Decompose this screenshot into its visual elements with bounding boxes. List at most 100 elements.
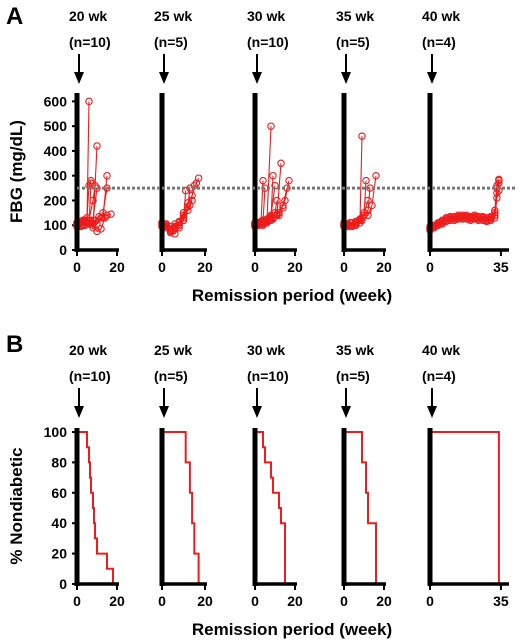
x-tick-label: 20	[109, 259, 125, 275]
subplot-1: 20 wk (n=10) 0 20	[69, 342, 125, 609]
data-point	[446, 212, 455, 221]
data-point	[192, 179, 201, 187]
survival-step-line	[162, 431, 200, 584]
group-n-label: (n=4)	[422, 368, 456, 384]
data-point	[458, 215, 467, 223]
series-line	[161, 185, 195, 235]
data-point	[362, 176, 370, 185]
data-point	[85, 97, 93, 106]
subplot-2: 25 wk (n=5) 0 20	[154, 8, 213, 275]
data-point	[442, 217, 450, 226]
data-point	[281, 196, 289, 205]
data-point	[478, 212, 487, 221]
data-point	[269, 171, 277, 180]
data-point	[166, 225, 175, 233]
data-point	[462, 211, 471, 220]
data-point	[99, 214, 107, 222]
data-point	[346, 221, 354, 229]
group-label: 30 wk	[247, 342, 285, 358]
survival-step-line	[430, 431, 507, 585]
y-axis-title: % Nondiabetic	[7, 447, 26, 564]
survival-step-line	[255, 431, 286, 584]
data-point	[103, 211, 111, 220]
data-point	[179, 209, 188, 217]
data-point	[194, 174, 203, 182]
x-tick-label: 0	[426, 259, 434, 275]
panel-letter: A	[6, 3, 23, 30]
data-point	[267, 122, 275, 130]
group-label: 20 wk	[69, 342, 107, 358]
group-label: 35 wk	[336, 8, 374, 24]
x-tick-label: 20	[197, 259, 213, 275]
data-point	[368, 201, 376, 210]
x-tick-label: 0	[73, 593, 81, 609]
group-n-label: (n=4)	[422, 34, 456, 50]
x-axis-title: Remission period (week)	[192, 620, 392, 639]
data-point	[171, 222, 179, 231]
data-point	[277, 159, 285, 168]
data-point	[279, 201, 287, 210]
group-label: 25 wk	[154, 8, 192, 24]
x-tick-label: 35	[493, 259, 509, 275]
subplot-2: 25 wk (n=5) 0 20	[154, 342, 213, 609]
y-tick-label: 500	[44, 118, 68, 134]
x-tick-label: 20	[197, 593, 213, 609]
data-point	[269, 215, 277, 223]
subplot-5: 40 wk (n=4) 0 35	[422, 8, 509, 275]
group-n-label: (n=5)	[336, 368, 370, 384]
group-n-label: (n=10)	[247, 368, 289, 384]
y-tick-label: 400	[44, 143, 68, 159]
data-point	[259, 220, 267, 228]
y-tick-label: 20	[51, 546, 67, 562]
y-tick-label: 60	[51, 485, 67, 501]
x-tick-label: 20	[287, 259, 303, 275]
data-point	[87, 179, 95, 187]
group-label: 35 wk	[336, 342, 374, 358]
group-n-label: (n=5)	[154, 34, 188, 50]
data-point	[103, 171, 111, 180]
subplot-3: 30 wk (n=10) 0 20	[247, 342, 303, 609]
x-tick-label: 20	[287, 593, 303, 609]
data-point	[466, 215, 475, 223]
data-point	[474, 212, 483, 221]
data-point	[364, 196, 372, 205]
group-n-label: (n=10)	[247, 34, 289, 50]
data-point	[93, 227, 101, 236]
x-tick-label: 0	[251, 593, 259, 609]
data-point	[358, 132, 366, 140]
y-tick-label: 40	[51, 515, 67, 531]
x-tick-label: 0	[426, 593, 434, 609]
x-tick-label: 0	[340, 259, 348, 275]
y-tick-label: 300	[44, 168, 68, 184]
data-point	[97, 214, 105, 222]
arrow-head	[341, 406, 351, 418]
panel-letter: B	[6, 331, 23, 358]
x-tick-label: 35	[493, 593, 509, 609]
subplot-3: 30 wk (n=10) 0 20	[247, 8, 303, 275]
y-axis-title: FBG (mg/dL)	[7, 120, 26, 223]
x-tick-label: 20	[376, 259, 392, 275]
x-tick-label: 0	[251, 259, 259, 275]
series-line	[76, 175, 108, 226]
y-tick-label: 100	[44, 217, 68, 233]
data-point	[93, 142, 101, 150]
data-point	[181, 186, 190, 195]
y-tick-label: 80	[51, 454, 67, 470]
data-point	[259, 176, 267, 185]
group-n-label: (n=5)	[336, 34, 370, 50]
survival-step-line	[77, 431, 114, 584]
data-point	[171, 230, 179, 238]
arrow-head	[159, 406, 169, 418]
data-point	[487, 212, 495, 221]
arrow-head	[427, 72, 437, 84]
data-point	[372, 171, 380, 180]
data-point	[188, 191, 196, 200]
series-line	[429, 182, 500, 229]
data-point	[97, 225, 105, 233]
data-point	[93, 220, 101, 228]
data-point	[267, 215, 275, 223]
group-n-label: (n=10)	[69, 368, 111, 384]
group-label: 40 wk	[422, 342, 460, 358]
group-label: 30 wk	[247, 8, 285, 24]
